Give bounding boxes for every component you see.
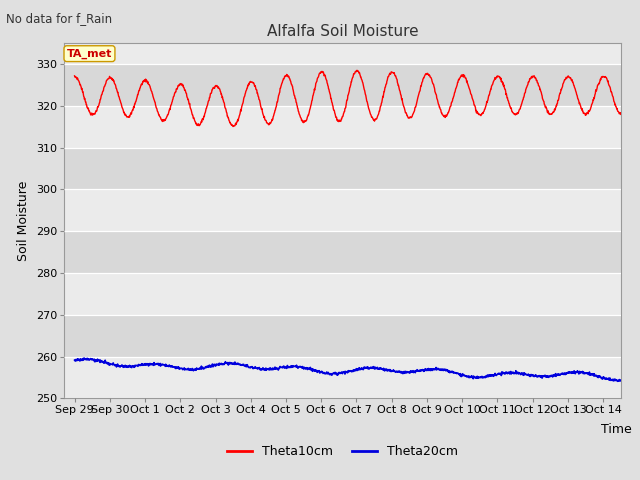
Bar <box>64 357 621 398</box>
Bar <box>64 106 621 148</box>
Text: No data for f_Rain: No data for f_Rain <box>6 12 113 25</box>
Bar <box>64 64 621 106</box>
Legend: Theta10cm, Theta20cm: Theta10cm, Theta20cm <box>222 440 463 463</box>
Bar <box>64 398 621 407</box>
Bar <box>64 39 621 64</box>
Bar <box>64 231 621 273</box>
Bar <box>64 148 621 190</box>
Bar <box>64 190 621 231</box>
Y-axis label: Soil Moisture: Soil Moisture <box>17 180 30 261</box>
X-axis label: Time: Time <box>601 423 632 436</box>
Bar <box>64 315 621 357</box>
Title: Alfalfa Soil Moisture: Alfalfa Soil Moisture <box>267 24 418 39</box>
Bar <box>64 273 621 315</box>
Text: TA_met: TA_met <box>67 48 112 59</box>
